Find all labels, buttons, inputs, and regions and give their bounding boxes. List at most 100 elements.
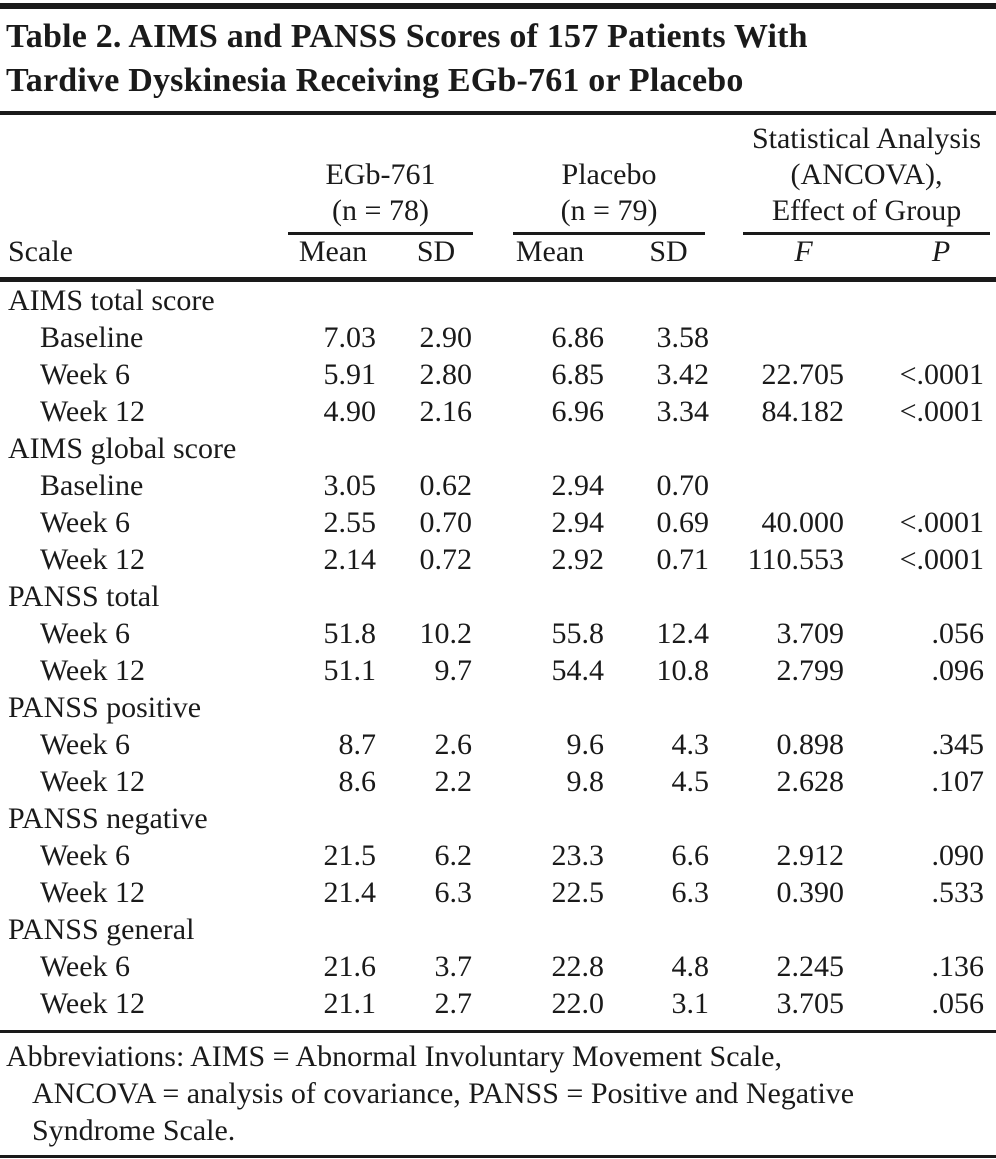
table-row: Week 6 2.55 0.70 2.94 0.69 40.000 <.0001 [0, 504, 996, 541]
footnote-rule [0, 1030, 996, 1033]
p-value: .136 [931, 950, 985, 983]
scale-column-header: Scale [0, 235, 278, 282]
f-value: 0.898 [776, 728, 845, 761]
table-row: Week 12 8.6 2.2 9.8 4.5 2.628 .107 [0, 763, 996, 800]
f-value: 0.390 [776, 876, 845, 909]
table-row: Week 6 51.8 10.2 55.8 12.4 3.709 .056 [0, 615, 996, 652]
row-label: Week 12 [40, 654, 146, 687]
group-header-egb761: EGb-761 (n = 78) [278, 115, 484, 235]
egb-mean-value: 8.7 [338, 728, 377, 761]
p-value: <.0001 [899, 395, 985, 428]
row-label: Week 6 [40, 728, 131, 761]
placebo-sd-value: 3.1 [671, 987, 710, 1020]
egb-mean-value: 4.90 [323, 395, 377, 428]
column-header-row: Scale Mean SD Mean SD F P [0, 235, 996, 282]
placebo-mean-value: 9.8 [566, 765, 605, 798]
f-value: 2.245 [776, 950, 845, 983]
egb-mean-value: 5.91 [323, 358, 377, 391]
table-row: Week 6 8.7 2.6 9.6 4.3 0.898 .345 [0, 726, 996, 763]
p-column-header: P [856, 235, 996, 282]
row-label: Baseline [40, 469, 144, 502]
section-row-panss-general: PANSS general [0, 911, 996, 948]
egb761-group-n: (n = 78) [332, 194, 429, 227]
footnote-line2: ANCOVA = analysis of covariance, PANSS =… [32, 1077, 855, 1110]
group-header-row: EGb-761 (n = 78) Placebo (n = 79) Statis… [0, 115, 996, 235]
table-row: Week 12 4.90 2.16 6.96 3.34 84.182 <.000… [0, 393, 996, 430]
placebo-mean-value: 55.8 [551, 617, 605, 650]
placebo-sd-value: 0.69 [656, 506, 710, 539]
section-row-panss-negative: PANSS negative [0, 800, 996, 837]
placebo-sd-value: 4.5 [671, 765, 710, 798]
p-value: .056 [931, 987, 985, 1020]
section-row-panss-total: PANSS total [0, 578, 996, 615]
row-label: Week 6 [40, 839, 131, 872]
table-row: Baseline 3.05 0.62 2.94 0.70 [0, 467, 996, 504]
table-row: Week 12 51.1 9.7 54.4 10.8 2.799 .096 [0, 652, 996, 689]
placebo-sd-value: 3.42 [656, 358, 710, 391]
section-row-panss-positive: PANSS positive [0, 689, 996, 726]
p-value: <.0001 [899, 358, 985, 391]
table-row: Baseline 7.03 2.90 6.86 3.58 [0, 319, 996, 356]
f-value: 22.705 [761, 358, 845, 391]
row-label: Week 12 [40, 543, 146, 576]
placebo-sd-value: 6.3 [671, 876, 710, 909]
egb-mean-value: 2.14 [323, 543, 377, 576]
placebo-sd-value: 10.8 [656, 654, 710, 687]
stat-group-line3: Effect of Group [771, 194, 962, 227]
placebo-mean-value: 6.86 [551, 321, 605, 354]
p-value: <.0001 [899, 506, 985, 539]
placebo-mean-column-header: Mean [484, 235, 617, 282]
placebo-mean-value: 6.85 [551, 358, 605, 391]
section-label: PANSS total [8, 580, 160, 613]
egb-mean-value: 2.55 [323, 506, 377, 539]
placebo-sd-value: 4.8 [671, 950, 710, 983]
footnote-line3: Syndrome Scale. [32, 1114, 236, 1147]
p-value [856, 319, 996, 356]
egb-sd-value: 10.2 [419, 617, 473, 650]
placebo-sd-value: 12.4 [656, 617, 710, 650]
f-column-header: F [721, 235, 857, 282]
f-value [721, 319, 856, 356]
egb-mean-value: 21.1 [323, 987, 377, 1020]
egb-sd-value: 2.90 [419, 321, 473, 354]
title-rule [0, 111, 996, 115]
placebo-sd-value: 0.71 [656, 543, 710, 576]
placebo-mean-value: 22.8 [551, 950, 605, 983]
f-value: 2.799 [776, 654, 845, 687]
table-figure: Table 2. AIMS and PANSS Scores of 157 Pa… [0, 3, 996, 1158]
scores-table: EGb-761 (n = 78) Placebo (n = 79) Statis… [0, 115, 996, 1022]
group-header-placebo: Placebo (n = 79) [484, 115, 721, 235]
table-row: Week 12 21.1 2.7 22.0 3.1 3.705 .056 [0, 985, 996, 1022]
table-title: Table 2. AIMS and PANSS Scores of 157 Pa… [6, 15, 992, 103]
row-label: Week 12 [40, 987, 146, 1020]
placebo-mean-value: 22.5 [551, 876, 605, 909]
placebo-mean-value: 2.94 [551, 506, 605, 539]
section-label: AIMS global score [8, 432, 237, 465]
row-label: Week 6 [40, 358, 131, 391]
placebo-mean-value: 54.4 [551, 654, 605, 687]
stat-group-line2: (ANCOVA), [790, 158, 943, 191]
egb-sd-value: 6.3 [434, 876, 473, 909]
row-label: Week 12 [40, 395, 146, 428]
placebo-mean-value: 2.94 [551, 469, 605, 502]
placebo-group-label: Placebo [561, 158, 657, 191]
egb-sd-value: 0.72 [419, 543, 473, 576]
table-row: Week 12 21.4 6.3 22.5 6.3 0.390 .533 [0, 874, 996, 911]
egb-sd-value: 3.7 [434, 950, 473, 983]
row-label: Week 6 [40, 617, 131, 650]
f-value: 110.553 [747, 543, 845, 576]
placebo-mean-value: 2.92 [551, 543, 605, 576]
section-label: PANSS positive [8, 691, 202, 724]
f-value: 3.709 [776, 617, 845, 650]
placebo-group-n: (n = 79) [560, 194, 658, 227]
section-row-aims-total: AIMS total score [0, 280, 996, 320]
row-label: Week 12 [40, 765, 146, 798]
egb-sd-value: 2.16 [419, 395, 473, 428]
placebo-sd-value: 6.6 [671, 839, 710, 872]
stat-group-line1: Statistical Analysis [751, 122, 982, 155]
table-title-line1: Table 2. AIMS and PANSS Scores of 157 Pa… [6, 18, 808, 55]
egb-mean-value: 8.6 [338, 765, 377, 798]
egb-sd-value: 9.7 [434, 654, 473, 687]
f-value: 2.628 [776, 765, 845, 798]
egb-sd-value: 2.80 [419, 358, 473, 391]
